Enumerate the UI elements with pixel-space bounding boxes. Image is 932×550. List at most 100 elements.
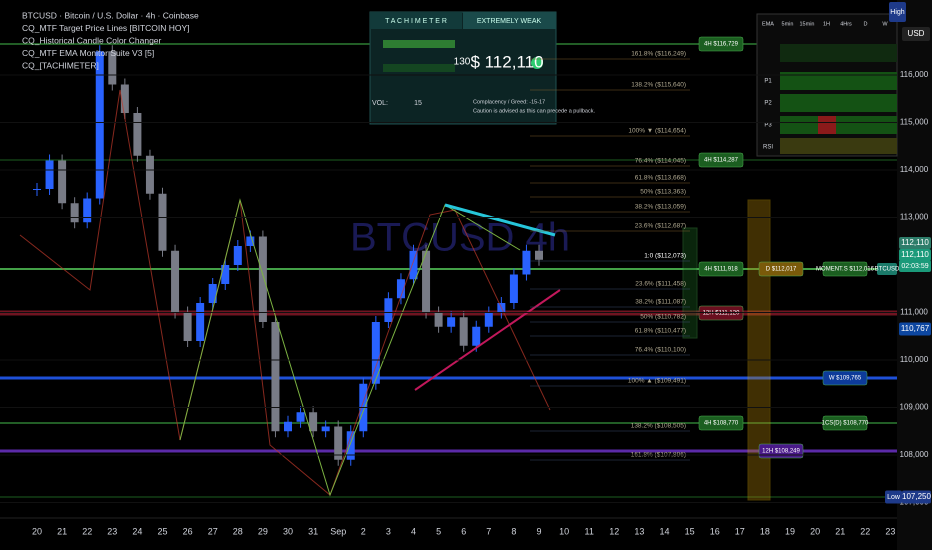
- x-tick-label: Sep: [330, 526, 346, 536]
- x-tick-label: 31: [308, 526, 318, 536]
- table-row: [780, 72, 897, 90]
- x-tick-label: 26: [183, 526, 193, 536]
- fib-label: 23.6% ($112,687): [635, 223, 686, 230]
- gauge-bar: [383, 64, 455, 72]
- x-tick-label: 3: [386, 526, 391, 536]
- y-tick-label: 114,000: [900, 165, 929, 174]
- table-row: [780, 138, 897, 154]
- symbol-tag-bg: [877, 263, 897, 275]
- panel-price: $ 112,110: [470, 52, 543, 71]
- candle: [108, 51, 117, 85]
- symbol-tag: BTCUSD: [875, 267, 900, 273]
- last-price-bg: [899, 249, 931, 261]
- fib-label: 61.8% ($110,477): [635, 328, 686, 335]
- table-header: W: [882, 21, 888, 27]
- x-tick-label: 11: [585, 526, 594, 536]
- candle: [447, 317, 456, 327]
- candle: [171, 250, 180, 313]
- price-tag-bg: [698, 152, 744, 168]
- last-price: 112,110: [901, 238, 929, 247]
- tachimeter-panel: T A C H I M E T E R EXTREMELY WEAK $ 112…: [369, 11, 595, 125]
- trendlines: [19, 89, 561, 497]
- time-axis: 20 21 22 23 24 25 26 27 28 29 30 31 Sep 2 3 4 5 6 7 8 9 10 11 1…: [32, 526, 895, 536]
- countdown: 02:03:59: [901, 263, 928, 270]
- legend-item: CQ_MTF Target Price Lines [BITCOIN HOY]: [22, 23, 190, 33]
- fib-label: 100% ▼ ($114,654): [628, 128, 686, 135]
- panel-header: [370, 12, 462, 29]
- candle: [409, 250, 418, 280]
- fib-label: 61.8% ($113,668): [635, 175, 686, 182]
- low-label-bg: [885, 490, 902, 504]
- legend-item: CQ_[TACHIMETER]: [22, 60, 99, 70]
- x-tick-label: 14: [659, 526, 669, 536]
- fib-label: 161.8% ($116,249): [631, 51, 686, 58]
- x-tick-label: 16: [710, 526, 720, 536]
- low-price: 107,250: [902, 492, 931, 501]
- currency: USD: [908, 29, 925, 38]
- x-tick-label: 23: [107, 526, 117, 536]
- x-tick-label: 21: [835, 526, 845, 536]
- y-tick-label: 113,000: [900, 213, 929, 222]
- x-tick-label: 22: [860, 526, 870, 536]
- candle: [246, 236, 255, 246]
- price-tag-bg: [698, 261, 744, 277]
- price-axis: 116,000 115,000 114,000 113,000 111,000 110,0…: [0, 2, 932, 507]
- high-label: High: [890, 9, 905, 16]
- panel-header: [463, 12, 556, 29]
- candle: [158, 193, 167, 251]
- x-tick-label: 9: [536, 526, 541, 536]
- price-tag: 4H $114,287: [704, 158, 739, 164]
- low-label: Low: [887, 494, 901, 501]
- price-tag-bg: [822, 370, 868, 386]
- y-tick-label: 108,000: [900, 450, 929, 459]
- x-tick-label: 21: [57, 526, 67, 536]
- price-tag: 12H $108,249: [762, 449, 800, 455]
- price-tag: 12H $111,120: [703, 311, 740, 317]
- table-header: 1H: [823, 21, 830, 27]
- marker-price-bg: [899, 322, 931, 336]
- table-row: [780, 116, 897, 134]
- panel-score: 130: [454, 57, 471, 68]
- candle: [271, 322, 280, 432]
- x-tick-label: 18: [760, 526, 770, 536]
- x-tick-label: 2: [361, 526, 366, 536]
- table-header: EMA: [762, 21, 774, 27]
- fib-label: 76.4% ($110,100): [635, 347, 686, 354]
- x-tick-label: 13: [634, 526, 644, 536]
- fib-label: 138.2% ($115,640): [631, 82, 686, 89]
- fib-label: 76.4% ($114,045): [635, 158, 686, 165]
- x-tick-label: 22: [82, 526, 92, 536]
- price-tag: W $109,765: [829, 376, 862, 382]
- table-row-label: P3: [764, 123, 772, 129]
- panel-status: EXTREMELY WEAK: [477, 18, 542, 25]
- table-header: D: [864, 21, 868, 27]
- x-tick-label: 19: [785, 526, 795, 536]
- candle: [484, 312, 493, 327]
- legend: BTCUSD · Bitcoin / U.S. Dollar · 4h · Co…: [22, 10, 199, 70]
- x-tick-label: 20: [810, 526, 820, 536]
- panel-title: T A C H I M E T E R: [385, 18, 447, 25]
- candle: [509, 274, 518, 303]
- x-tick-label: 28: [233, 526, 243, 536]
- x-tick-label: 7: [486, 526, 491, 536]
- price-tag: 4H $116,729: [704, 42, 739, 48]
- watermark: BTCUSD 4h: [350, 216, 570, 260]
- week-zone: [682, 227, 698, 339]
- candle: [208, 284, 217, 303]
- table-cell: [818, 116, 836, 134]
- price-tag: 4H $108,770: [704, 421, 739, 427]
- fib-label: 50% ($113,363): [640, 189, 686, 196]
- status-dot: [531, 57, 543, 69]
- table-header: 5min: [782, 21, 794, 27]
- y-tick-label: 116,000: [900, 70, 929, 79]
- x-tick-label: 15: [685, 526, 695, 536]
- candle: [384, 298, 393, 322]
- candle: [133, 113, 142, 156]
- x-tick-label: 17: [735, 526, 745, 536]
- candle: [346, 431, 355, 460]
- candle: [309, 412, 318, 432]
- candle: [434, 312, 443, 327]
- price-tag: 4H $111,918: [704, 267, 738, 273]
- candle: [58, 160, 67, 204]
